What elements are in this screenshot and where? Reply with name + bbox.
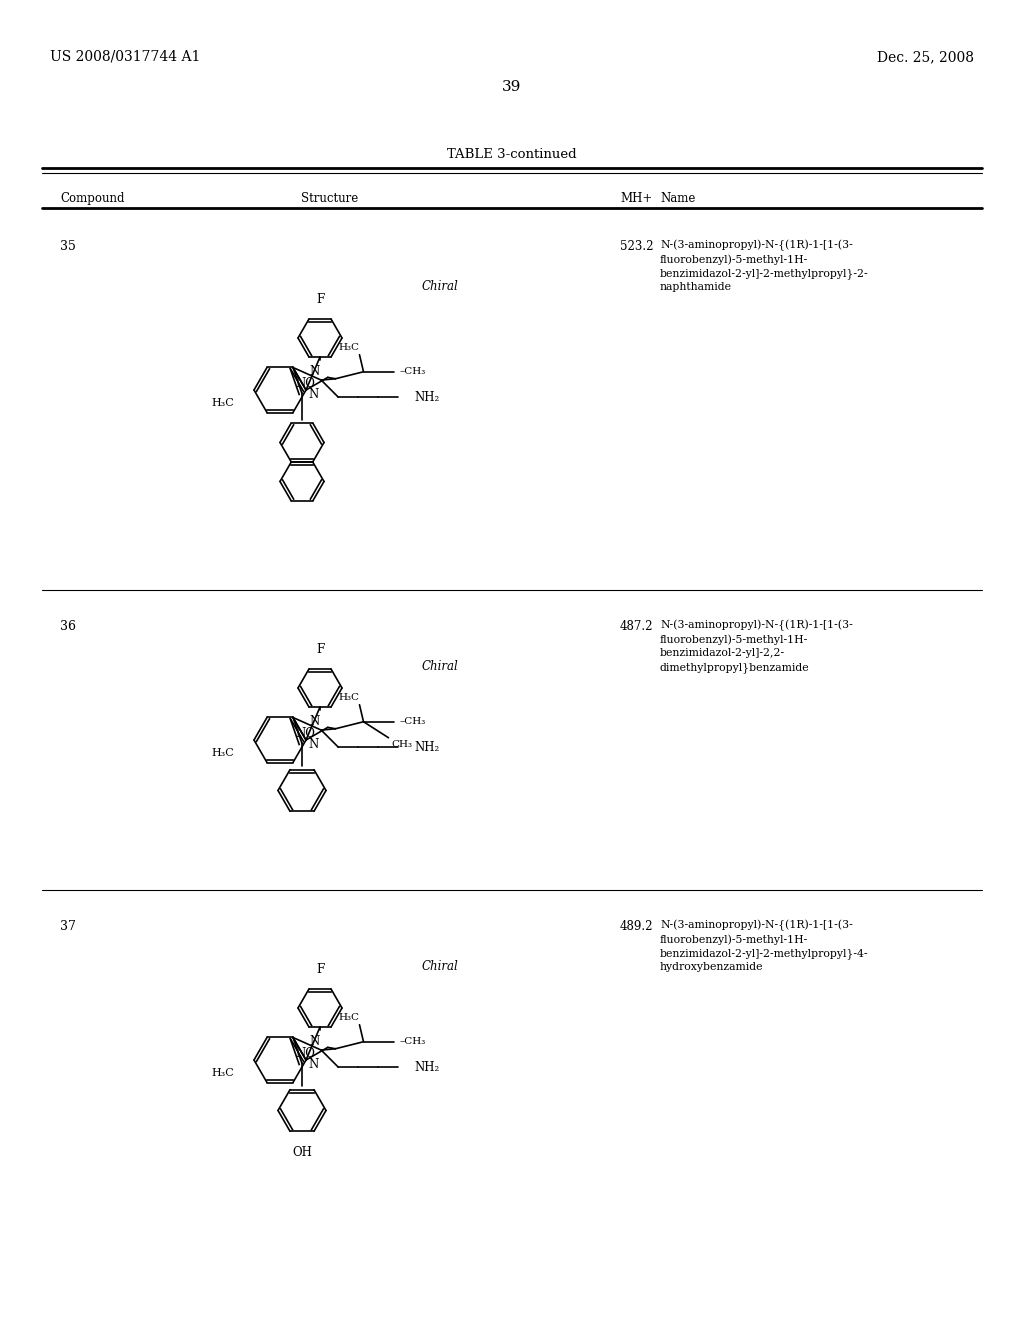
Text: naphthamide: naphthamide [660,282,732,292]
Text: Dec. 25, 2008: Dec. 25, 2008 [877,50,974,63]
Text: NO: NO [295,378,314,391]
Text: –CH₃: –CH₃ [399,367,426,376]
Text: fluorobenzyl)-5-methyl-1H-: fluorobenzyl)-5-methyl-1H- [660,935,808,945]
Text: Chiral: Chiral [422,960,459,973]
Text: CH₃: CH₃ [391,739,413,748]
Text: N: N [308,1059,318,1071]
Text: NO: NO [295,727,314,741]
Text: NH₂: NH₂ [415,391,439,404]
Text: OH: OH [292,1147,312,1159]
Text: Structure: Structure [301,191,358,205]
Text: Chiral: Chiral [422,660,459,673]
Text: N: N [309,366,319,378]
Text: H₃C: H₃C [339,343,359,351]
Text: H₃C: H₃C [211,1068,234,1078]
Text: H₃C: H₃C [211,748,234,758]
Text: F: F [315,643,325,656]
Text: H₃C: H₃C [211,399,234,408]
Text: F: F [315,293,325,306]
Text: N: N [308,738,318,751]
Text: 37: 37 [60,920,76,933]
Text: N-(3-aminopropyl)-N-{(1R)-1-[1-(3-: N-(3-aminopropyl)-N-{(1R)-1-[1-(3- [660,920,853,932]
Text: H₃C: H₃C [339,693,359,702]
Text: 487.2: 487.2 [620,620,653,634]
Text: fluorobenzyl)-5-methyl-1H-: fluorobenzyl)-5-methyl-1H- [660,634,808,644]
Text: N-(3-aminopropyl)-N-{(1R)-1-[1-(3-: N-(3-aminopropyl)-N-{(1R)-1-[1-(3- [660,240,853,251]
Text: NO: NO [295,1048,314,1060]
Text: N: N [309,715,319,729]
Text: MH+: MH+ [620,191,652,205]
Text: Chiral: Chiral [422,280,459,293]
Text: 489.2: 489.2 [620,920,653,933]
Text: –CH₃: –CH₃ [399,1038,426,1047]
Text: benzimidazol-2-yl]-2-methylpropyl}-2-: benzimidazol-2-yl]-2-methylpropyl}-2- [660,268,868,279]
Text: benzimidazol-2-yl]-2-methylpropyl}-4-: benzimidazol-2-yl]-2-methylpropyl}-4- [660,948,868,958]
Text: N: N [309,1035,319,1048]
Text: benzimidazol-2-yl]-2,2-: benzimidazol-2-yl]-2,2- [660,648,785,657]
Text: N: N [308,388,318,401]
Text: TABLE 3-continued: TABLE 3-continued [447,148,577,161]
Text: –CH₃: –CH₃ [399,717,426,726]
Text: hydroxybenzamide: hydroxybenzamide [660,962,764,972]
Text: F: F [315,964,325,975]
Text: Name: Name [660,191,695,205]
Text: N-(3-aminopropyl)-N-{(1R)-1-[1-(3-: N-(3-aminopropyl)-N-{(1R)-1-[1-(3- [660,620,853,631]
Text: fluorobenzyl)-5-methyl-1H-: fluorobenzyl)-5-methyl-1H- [660,253,808,264]
Text: 39: 39 [503,81,521,94]
Text: US 2008/0317744 A1: US 2008/0317744 A1 [50,50,201,63]
Text: H₃C: H₃C [339,1012,359,1022]
Text: 36: 36 [60,620,76,634]
Text: dimethylpropyl}benzamide: dimethylpropyl}benzamide [660,663,810,673]
Text: NH₂: NH₂ [415,741,439,754]
Text: NH₂: NH₂ [415,1060,439,1073]
Text: Compound: Compound [60,191,125,205]
Text: 523.2: 523.2 [620,240,653,253]
Text: 35: 35 [60,240,76,253]
